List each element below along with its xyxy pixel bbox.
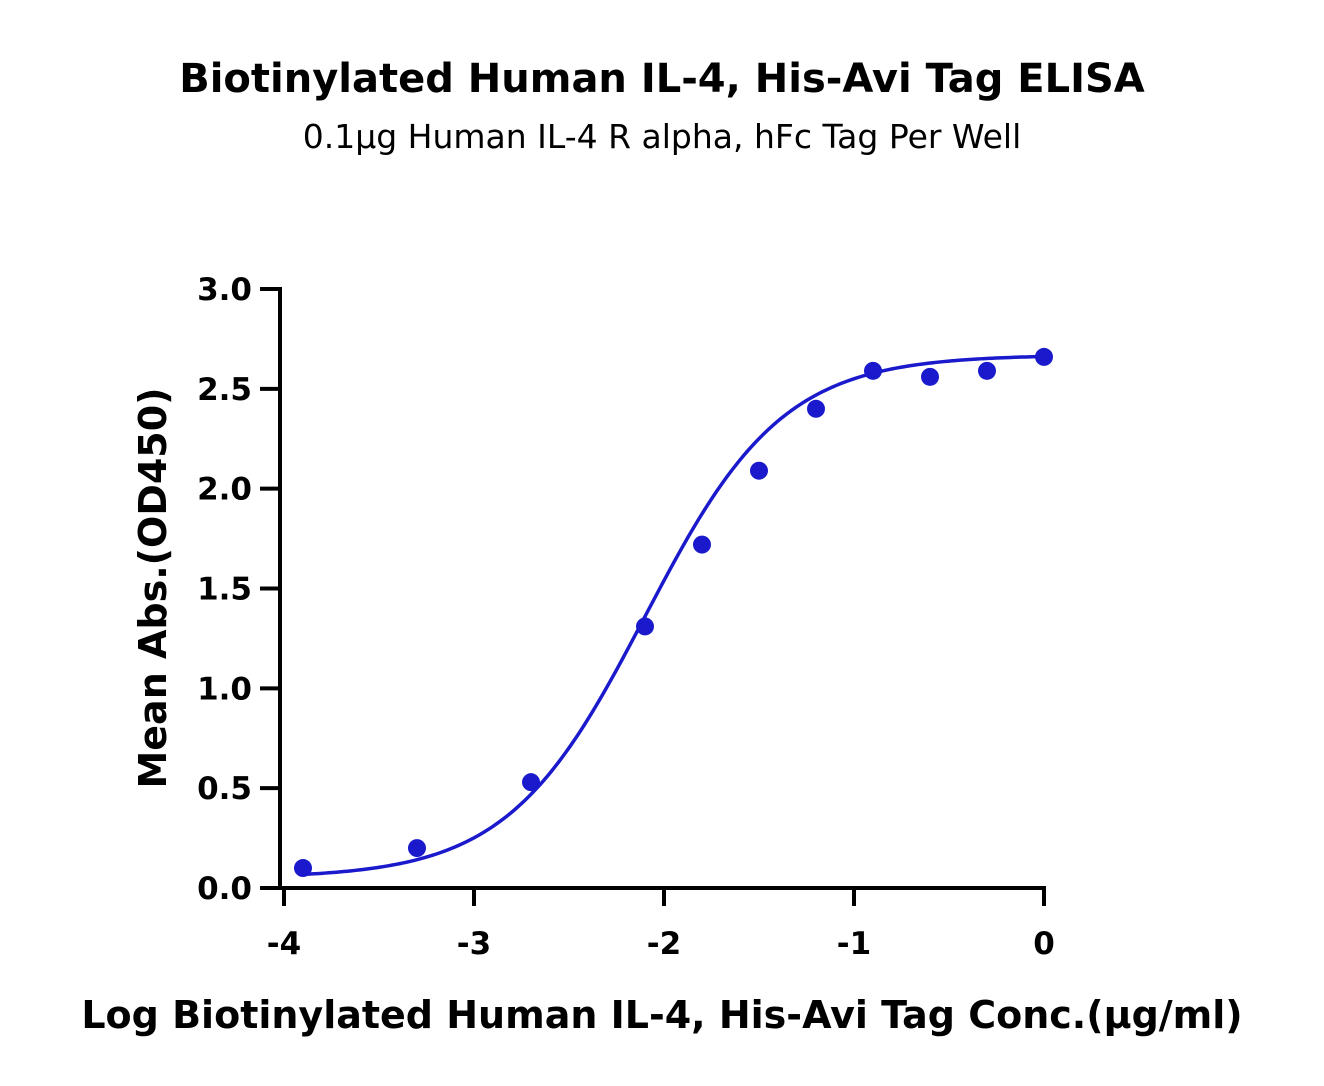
data-point: [978, 361, 996, 380]
x-tick-label: -4: [267, 926, 301, 962]
data-point: [522, 773, 540, 792]
y-tick-label: 0.0: [197, 871, 252, 907]
y-tick-label: 0.5: [197, 771, 252, 807]
data-point: [294, 859, 312, 878]
y-tick-label: 3.0: [197, 272, 252, 308]
y-ticks: 0.0 0.5 1.0 1.5 2.0 2.5 3.0: [197, 272, 280, 907]
y-tick-label: 1.5: [197, 572, 252, 608]
data-point: [1035, 347, 1053, 366]
data-point: [921, 367, 939, 386]
data-point: [807, 399, 825, 418]
data-point: [693, 535, 711, 554]
y-tick-label: 2.5: [197, 372, 252, 408]
data-point: [408, 839, 426, 858]
chart-subtitle: 0.1μg Human IL-4 R alpha, hFc Tag Per We…: [303, 117, 1022, 156]
data-points: [294, 347, 1053, 878]
x-tick-label: -2: [647, 926, 681, 962]
fit-curve: [302, 354, 1045, 877]
y-tick-label: 2.0: [197, 472, 252, 508]
x-tick-label: -1: [837, 926, 871, 962]
y-tick-label: 1.0: [197, 671, 252, 707]
y-axis-label: Mean Abs.(OD450): [131, 387, 175, 788]
x-tick-label: 0: [1033, 926, 1055, 962]
x-ticks: -4 -3 -2 -1 0: [267, 888, 1055, 962]
data-point: [864, 361, 882, 380]
data-point: [636, 617, 654, 636]
x-tick-label: -3: [457, 926, 491, 962]
data-point: [750, 461, 768, 480]
x-axis-label: Log Biotinylated Human IL-4, His-Avi Tag…: [81, 993, 1242, 1037]
chart-title: Biotinylated Human IL-4, His-Avi Tag ELI…: [179, 56, 1145, 102]
